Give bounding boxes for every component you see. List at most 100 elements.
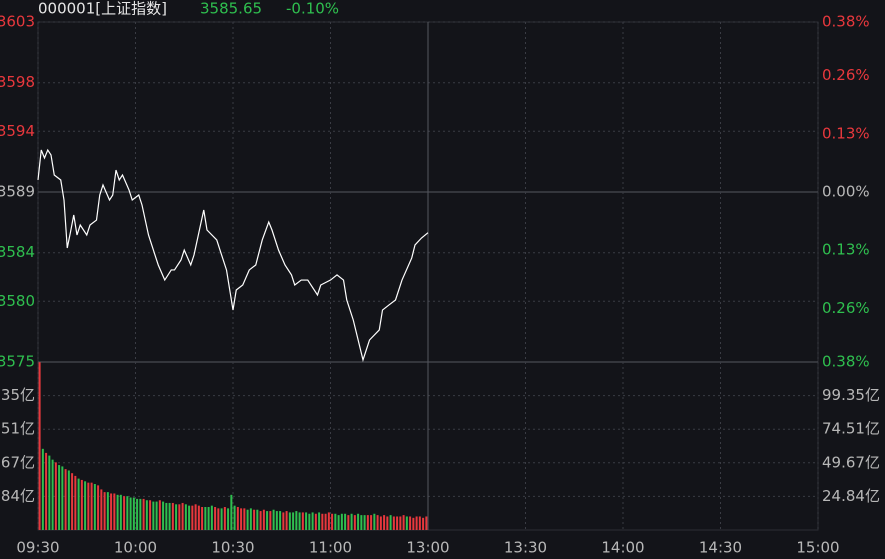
volume-bar (230, 494, 233, 530)
volume-bar (103, 492, 106, 530)
volume-bar (275, 511, 278, 530)
volume-bar (155, 501, 158, 530)
volume-bar (194, 504, 197, 530)
y-tick-label: 3603 (0, 13, 35, 31)
volume-bar (353, 515, 356, 530)
volume-tick-label: 49.67亿 (0, 453, 35, 471)
volume-bar (425, 516, 428, 530)
y2-tick-label: 0.00% (822, 183, 870, 201)
volume-bar (145, 500, 148, 530)
volume-bar (119, 494, 122, 530)
volume-bar (175, 504, 178, 530)
volume-bar (149, 500, 152, 530)
volume-bar (337, 515, 340, 530)
volume-bar (136, 498, 139, 530)
volume-tick-label: 24.84亿 (0, 487, 35, 505)
volume-bar (327, 512, 330, 530)
volume-bar (266, 511, 269, 530)
volume-bar (126, 496, 129, 530)
volume-bar (259, 511, 262, 530)
volume-bar (321, 513, 324, 530)
volume-bar (158, 500, 161, 530)
volume-bar (71, 473, 74, 530)
x-tick-label: 14:30 (699, 539, 742, 557)
x-tick-label: 11:00 (309, 539, 352, 557)
volume-bar (54, 462, 57, 530)
volume-bar (379, 516, 382, 530)
volume-bar (41, 448, 44, 530)
volume-bar (48, 455, 51, 530)
volume-bar (269, 511, 272, 530)
volume-bar (74, 475, 77, 530)
x-tick-label: 10:00 (114, 539, 157, 557)
volume-tick-label: 99.35亿 (0, 386, 35, 404)
y-tick-label: 3584 (0, 243, 35, 261)
volume-bar (308, 513, 311, 530)
volume-bar (405, 516, 408, 530)
volume-bar (314, 513, 317, 530)
volume-bar (288, 512, 291, 530)
volume-bar (168, 502, 171, 530)
volume-bar (90, 482, 93, 530)
y2-tick-label: 0.38% (822, 353, 870, 371)
volume-bar (116, 494, 119, 530)
volume-bar (110, 493, 113, 530)
volume-bar (204, 507, 207, 530)
volume-bar (191, 505, 194, 530)
volume-tick-label: 74.51亿 (822, 420, 880, 438)
volume-bar (184, 504, 187, 530)
volume-bar (389, 515, 392, 530)
volume-bar (262, 509, 265, 530)
volume-bar (344, 513, 347, 530)
x-tick-label: 13:30 (504, 539, 547, 557)
volume-bar (80, 479, 83, 530)
price-line (37, 148, 429, 363)
x-tick-label: 10:30 (211, 539, 254, 557)
volume-bar (246, 509, 249, 530)
volume-bar (188, 505, 191, 530)
volume-bar (334, 513, 337, 530)
volume-bar (363, 515, 366, 530)
x-tick-label: 13:00 (406, 539, 449, 557)
volume-bar (386, 516, 389, 530)
volume-bar (129, 497, 132, 530)
volume-bar (412, 517, 415, 530)
volume-bar (383, 515, 386, 530)
volume-bar (279, 511, 282, 530)
volume-bar (207, 507, 210, 530)
volume-bar (171, 502, 174, 530)
y2-tick-label: 0.13% (822, 124, 870, 142)
volume-bar (113, 493, 116, 530)
volume-bar (392, 516, 395, 530)
volume-bar (272, 509, 275, 530)
volume-bar (106, 492, 109, 530)
volume-bar (240, 508, 243, 530)
volume-bar (123, 496, 126, 530)
y-tick-label: 3594 (0, 122, 35, 140)
volume-bar (360, 515, 363, 530)
volume-bar (324, 513, 327, 530)
volume-bar (87, 482, 90, 530)
volume-bar (340, 513, 343, 530)
volume-bar (64, 469, 67, 530)
volume-bar (285, 511, 288, 530)
volume-bar (97, 485, 100, 530)
y-tick-label: 3575 (0, 353, 35, 371)
volume-bar (282, 512, 285, 530)
volume-bar (214, 507, 217, 530)
x-tick-label: 09:30 (16, 539, 59, 557)
volume-bar (217, 508, 220, 530)
symbol: 000001[上证指数] (38, 0, 167, 18)
y-tick-label: 3598 (0, 73, 35, 91)
y2-tick-label: 0.38% (822, 13, 870, 31)
volume-bar (58, 465, 61, 530)
volume-bar (142, 498, 145, 530)
volume-bar (61, 466, 64, 530)
volume-bar (132, 497, 135, 530)
volume-bar (350, 513, 353, 530)
volume-bar (100, 489, 103, 530)
y2-tick-label: 0.26% (822, 299, 870, 317)
volume-bar (93, 484, 96, 530)
volume-bar (256, 509, 259, 530)
